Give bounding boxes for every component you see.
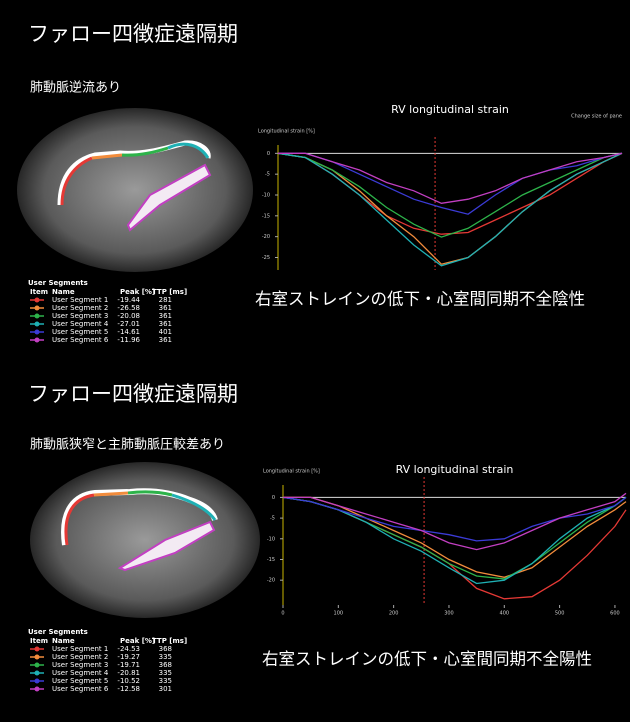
- segment-name: User Segment 6: [52, 336, 109, 344]
- segment-name: User Segment 3: [52, 312, 108, 320]
- legend-marker: [35, 322, 40, 327]
- segment-name: User Segment 2: [52, 653, 108, 661]
- peak: -26.58: [117, 304, 140, 312]
- y-tick-label: -15: [262, 213, 270, 219]
- table-header: Name: [52, 637, 75, 645]
- legend-marker: [35, 687, 40, 692]
- x-tick-label: 400: [500, 611, 510, 617]
- table-header: Item: [30, 637, 48, 645]
- heading: ファロー四徴症遠隔期: [28, 382, 238, 406]
- peak: -11.96: [117, 336, 140, 344]
- peak: -24.53: [117, 645, 140, 653]
- legend-marker: [35, 671, 40, 676]
- slide: ファロー四徴症遠隔期肺動脈逆流あり右室ストレインの低下・心室間同期不全陰性Use…: [0, 0, 630, 722]
- peak: -12.58: [117, 685, 140, 693]
- background: [0, 0, 630, 722]
- table-header: Peak [%]: [120, 637, 155, 645]
- peak: -19.71: [117, 661, 140, 669]
- x-tick-label: 0: [281, 611, 284, 617]
- subheading: 肺動脈逆流あり: [30, 80, 121, 96]
- ttp: 401: [159, 328, 172, 336]
- y-tick-label: 0: [272, 495, 275, 501]
- y-tick-label: -5: [265, 172, 270, 178]
- ttp: 368: [159, 661, 172, 669]
- ttp: 361: [159, 312, 172, 320]
- peak: -27.01: [117, 320, 140, 328]
- y-tick-label: -10: [267, 536, 275, 542]
- ttp: 361: [159, 336, 172, 344]
- segment-name: User Segment 3: [52, 661, 108, 669]
- table-header: Peak [%]: [120, 288, 155, 296]
- table-header: Item: [30, 288, 48, 296]
- x-tick-label: 200: [389, 611, 399, 617]
- conclusion: 右室ストレインの低下・心室間同期不全陽性: [262, 650, 592, 669]
- legend-marker: [35, 314, 40, 319]
- ttp: 335: [159, 669, 172, 677]
- ttp: 335: [159, 653, 172, 661]
- ttp: 361: [159, 320, 172, 328]
- segment-name: User Segment 2: [52, 304, 108, 312]
- y-axis-label: Longitudinal strain [%]: [263, 469, 320, 475]
- peak: -19.27: [117, 653, 140, 661]
- segment-name: User Segment 5: [52, 328, 108, 336]
- segment-name: User Segment 5: [52, 677, 108, 685]
- y-tick-label: -15: [267, 557, 275, 563]
- peak: -20.81: [117, 669, 140, 677]
- table-title: User Segments: [28, 279, 88, 287]
- conclusion: 右室ストレインの低下・心室間同期不全陰性: [255, 290, 585, 309]
- y-tick-label: -20: [267, 578, 275, 584]
- y-tick-label: -25: [262, 255, 270, 261]
- peak: -19.44: [117, 296, 140, 304]
- ttp: 368: [159, 645, 172, 653]
- segment-name: User Segment 6: [52, 685, 109, 693]
- segment-name: User Segment 4: [52, 669, 109, 677]
- legend-marker: [35, 338, 40, 343]
- y-tick-label: -5: [270, 516, 275, 522]
- y-tick-label: -20: [262, 234, 270, 240]
- peak: -14.61: [117, 328, 140, 336]
- segment-name: User Segment 1: [52, 645, 108, 653]
- y-tick-label: -10: [262, 193, 270, 199]
- legend-marker: [35, 663, 40, 668]
- legend-marker: [35, 679, 40, 684]
- subheading: 肺動脈狭窄と主肺動脈圧較差あり: [30, 437, 225, 453]
- legend-marker: [35, 306, 40, 311]
- legend-marker: [35, 298, 40, 303]
- ttp: 361: [159, 304, 172, 312]
- ttp: 301: [159, 685, 172, 693]
- y-axis-label: Longitudinal strain [%]: [258, 129, 315, 135]
- ttp: 335: [159, 677, 172, 685]
- table-header: TTP [ms]: [152, 288, 187, 296]
- y-tick-label: 0: [267, 151, 270, 157]
- table-header: TTP [ms]: [152, 637, 187, 645]
- x-tick-label: 100: [334, 611, 344, 617]
- ttp: 281: [159, 296, 172, 304]
- chart-title: RV longitudinal strain: [391, 103, 509, 116]
- legend-marker: [35, 647, 40, 652]
- legend-marker: [35, 655, 40, 660]
- segment-name: User Segment 4: [52, 320, 109, 328]
- mri-image: [30, 462, 260, 618]
- segment-name: User Segment 1: [52, 296, 108, 304]
- table-title: User Segments: [28, 628, 88, 636]
- x-tick-label: 300: [444, 611, 454, 617]
- pane-note: Change size of pane: [571, 114, 622, 120]
- legend-marker: [35, 330, 40, 335]
- table-header: Name: [52, 288, 75, 296]
- peak: -10.52: [117, 677, 140, 685]
- heading: ファロー四徴症遠隔期: [28, 22, 238, 46]
- chart-title: RV longitudinal strain: [396, 463, 514, 476]
- mri-image: [17, 108, 253, 272]
- x-tick-label: 600: [610, 611, 620, 617]
- x-tick-label: 500: [555, 611, 565, 617]
- peak: -20.08: [117, 312, 140, 320]
